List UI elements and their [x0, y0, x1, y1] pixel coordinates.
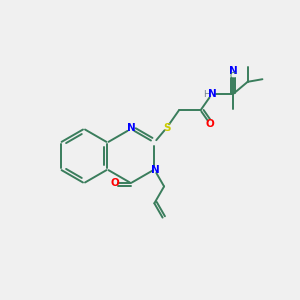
Text: O: O [110, 178, 119, 188]
Text: C: C [230, 72, 236, 81]
Text: O: O [206, 119, 214, 129]
Text: N: N [151, 164, 159, 175]
Text: S: S [163, 122, 171, 133]
Text: N: N [127, 123, 135, 133]
Text: H: H [203, 90, 210, 99]
Text: N: N [208, 89, 217, 99]
Text: N: N [229, 66, 238, 76]
